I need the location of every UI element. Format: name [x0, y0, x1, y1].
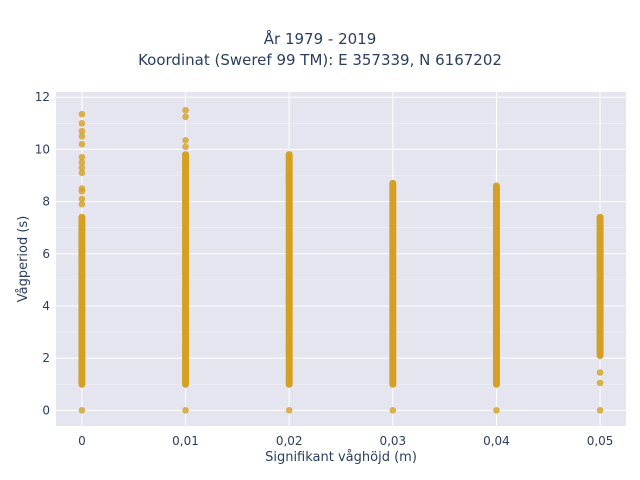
data-point: [78, 110, 86, 118]
y-tick-label: 6: [42, 247, 50, 261]
data-point: [596, 369, 604, 376]
data-point: [182, 151, 189, 158]
y-tick-label: 10: [35, 142, 50, 156]
data-point: [78, 120, 86, 127]
data-point: [493, 407, 500, 414]
data-point: [182, 106, 189, 114]
data-point: [285, 151, 293, 158]
chart-title-line-1: År 1979 - 2019: [263, 30, 377, 48]
data-point: [596, 407, 604, 414]
data-point: [389, 180, 397, 187]
data-point: [78, 159, 86, 166]
y-axis-ticks: 0 2 4 6 8 10 12: [35, 90, 50, 417]
data-point: [78, 127, 86, 135]
data-point: [78, 185, 86, 192]
data-point: [182, 143, 189, 151]
y-tick-label: 4: [42, 299, 50, 313]
x-tick-label: 0,01: [172, 434, 199, 448]
x-axis-title: Signifikant våghöjd (m): [265, 450, 417, 465]
y-tick-label: 8: [42, 195, 50, 209]
data-point: [389, 407, 397, 414]
x-tick-label: 0,05: [587, 434, 614, 448]
x-tick-label: 0,02: [276, 434, 303, 448]
x-axis-ticks: 0 0,01 0,02 0,03 0,04 0,05: [78, 434, 613, 448]
data-point: [78, 133, 86, 140]
data-point: [78, 153, 86, 161]
plot-area: [56, 92, 626, 426]
data-point: [78, 213, 86, 221]
data-point: [493, 182, 500, 190]
data-point: [78, 200, 86, 208]
data-point: [78, 169, 86, 177]
data-point: [182, 407, 189, 414]
y-tick-label: 0: [42, 403, 50, 417]
x-tick-label: 0: [78, 434, 86, 448]
y-tick-label: 12: [35, 90, 50, 104]
data-point: [596, 213, 604, 221]
data-point: [78, 140, 86, 148]
chart-title-line-2: Koordinat (Sweref 99 TM): E 357339, N 61…: [138, 51, 502, 69]
data-point: [596, 379, 604, 387]
y-axis-title: Vågperiod (s): [16, 216, 31, 303]
data-point: [182, 113, 189, 121]
data-points: [78, 106, 604, 414]
data-point: [78, 164, 86, 171]
x-tick-label: 0,04: [483, 434, 510, 448]
data-point: [182, 136, 189, 144]
data-point: [78, 407, 86, 414]
x-tick-label: 0,03: [379, 434, 406, 448]
y-tick-label: 2: [42, 351, 50, 365]
data-point: [78, 195, 86, 203]
data-point: [285, 407, 293, 414]
